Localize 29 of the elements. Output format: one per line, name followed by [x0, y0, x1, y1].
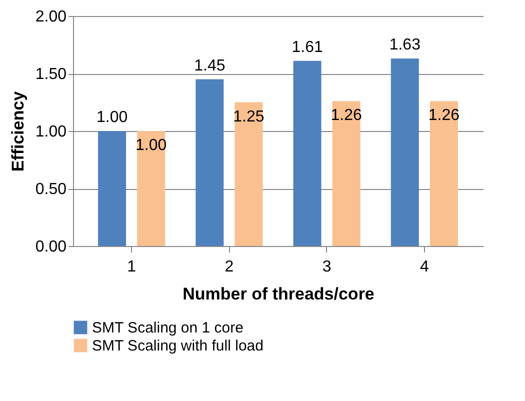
bar	[430, 101, 458, 246]
bar	[98, 131, 126, 246]
data-label: 1.63	[389, 36, 421, 54]
data-label: 1.26	[428, 107, 460, 124]
x-tick-label: 4	[420, 258, 429, 276]
y-tick-label: 0.00	[35, 238, 67, 256]
y-axis-title: Efficiency	[8, 90, 28, 172]
y-tick-label: 1.00	[35, 124, 67, 140]
bar	[390, 58, 419, 246]
data-label: 1.00	[96, 109, 128, 126]
bar	[293, 60, 322, 246]
x-axis-title: Number of threads/core	[182, 284, 374, 304]
legend-label: SMT Scaling on 1 core	[92, 320, 244, 336]
data-label: 1.26	[330, 107, 362, 124]
bar	[137, 131, 166, 246]
x-tick-label: 1	[127, 258, 136, 276]
x-tick-label: 3	[322, 258, 332, 276]
bar	[196, 79, 224, 246]
y-tick-label: 0.50	[35, 181, 67, 198]
legend-label: SMT Scaling with full load	[92, 338, 264, 354]
bar	[234, 102, 263, 246]
data-label: 1.00	[136, 137, 167, 154]
x-tick-label: 2	[224, 258, 234, 276]
data-label: 1.45	[194, 57, 226, 74]
y-tick-label: 2.00	[35, 8, 67, 26]
bar	[332, 101, 360, 246]
data-label: 1.61	[292, 38, 323, 56]
y-tick-label: 1.50	[35, 66, 67, 83]
data-label: 1.25	[233, 108, 264, 126]
